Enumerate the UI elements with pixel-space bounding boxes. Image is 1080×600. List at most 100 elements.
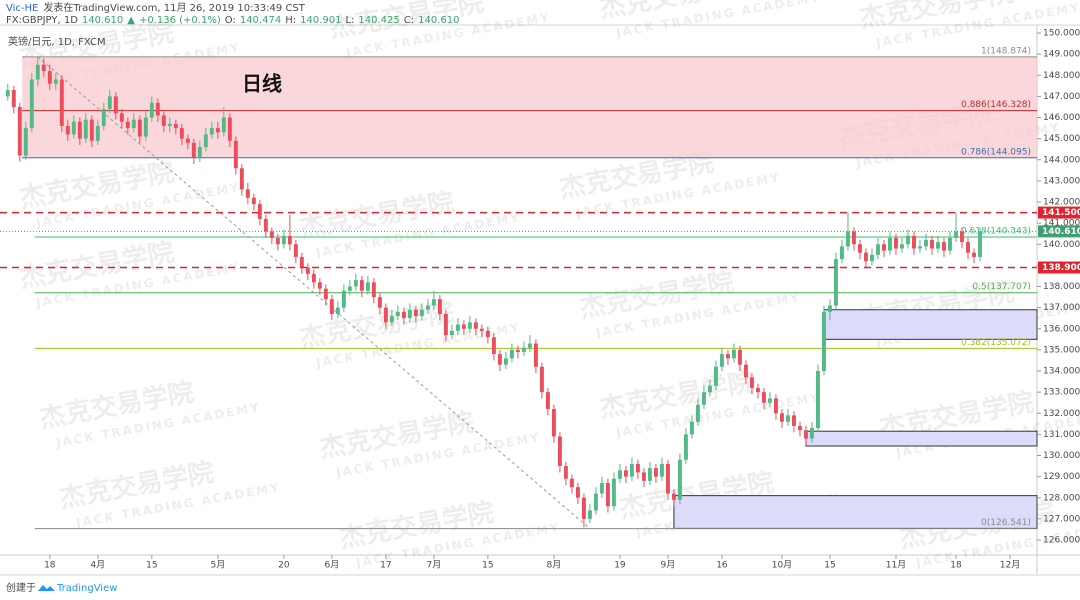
quote-part: 140.901 <box>300 15 341 26</box>
candle-body <box>846 231 850 247</box>
candle-body <box>257 204 262 219</box>
zone <box>673 495 1038 529</box>
candle-body <box>804 430 808 439</box>
candle-body <box>503 358 508 365</box>
candle-body <box>239 168 244 190</box>
candle-body <box>65 125 70 135</box>
candle-body <box>209 128 214 135</box>
candle-body <box>701 392 706 405</box>
candle-body <box>215 128 220 133</box>
price-tag-label: 140.610 <box>1042 227 1080 237</box>
candle-body <box>479 328 484 331</box>
fib-zone <box>22 56 1037 158</box>
candle-body <box>407 309 412 319</box>
candle-body <box>263 218 268 232</box>
candle-body <box>143 117 148 137</box>
candle-body <box>455 324 460 331</box>
y-tick-label: 141.000 <box>1043 219 1080 229</box>
candle-body <box>569 478 574 488</box>
candle-body <box>23 128 28 156</box>
footer-brand[interactable]: TradingView <box>56 583 117 594</box>
candle-body <box>581 497 586 519</box>
candle-body <box>930 240 934 249</box>
candle-body <box>900 244 904 249</box>
candle-body <box>77 121 82 139</box>
candle-body <box>942 242 946 251</box>
x-tick-label: 11月 <box>886 560 906 571</box>
candle-body <box>683 434 688 460</box>
candle-body <box>749 377 754 388</box>
candle-body <box>780 413 784 422</box>
candle-body <box>617 470 622 479</box>
candle-body <box>53 79 58 84</box>
candle-body <box>593 493 598 511</box>
candle-body <box>665 463 670 494</box>
candle-body <box>245 189 250 198</box>
candle-body <box>533 343 538 367</box>
fib-label: 0.382(135.072) <box>961 338 1031 348</box>
candle-body <box>119 113 124 122</box>
plot-area: 1(148.874) 0.886(146.328) 0.786(144.095) 0.… <box>0 46 1038 530</box>
quote-part: L: <box>345 15 354 26</box>
x-tick-label: 18 <box>44 561 56 571</box>
x-tick-label: 12月 <box>1000 560 1020 571</box>
candle-body <box>677 459 682 500</box>
candle-body <box>431 299 436 306</box>
candle-body <box>978 231 982 257</box>
y-tick-label: 126.000 <box>1043 536 1080 546</box>
candle-body <box>834 259 838 306</box>
candle-body <box>894 237 898 249</box>
y-tick-label: 142.000 <box>1043 198 1080 208</box>
published: 发表在TradingView.com, 11月 26, 2019 10:33:4… <box>43 1 305 14</box>
candle-body <box>149 102 154 118</box>
candle-body <box>413 309 418 317</box>
candle-body <box>743 364 748 378</box>
candle-body <box>449 330 454 336</box>
candle-body <box>137 119 142 137</box>
candle-body <box>101 109 106 126</box>
x-tick-label: 5月 <box>210 560 225 571</box>
candle-body <box>203 134 208 148</box>
x-tick-label: 7月 <box>427 560 442 571</box>
candle-body <box>918 246 922 249</box>
candle-body <box>912 235 916 249</box>
x-tick-label: 17 <box>380 561 391 571</box>
x-tick-label: 15 <box>146 561 157 571</box>
fib-label: 0.786(144.095) <box>961 147 1031 157</box>
candle-body <box>689 421 694 435</box>
x-tick-label: 15 <box>824 561 835 571</box>
candle-body <box>641 472 646 481</box>
candle-body <box>59 79 64 126</box>
candle-body <box>882 244 886 251</box>
candle-body <box>521 347 526 352</box>
price-tag <box>1038 225 1080 238</box>
candle-body <box>347 286 352 291</box>
price-tag <box>1038 206 1080 219</box>
candle-body <box>798 425 802 431</box>
candle-body <box>924 240 928 247</box>
quote-part: +0.136 (+0.1%) <box>139 15 221 26</box>
x-tick-label: 16 <box>716 561 728 571</box>
candle-body <box>377 297 382 308</box>
candle-body <box>707 385 712 393</box>
candle-body <box>575 487 580 498</box>
quote-part: 140.425 <box>358 15 399 26</box>
candle-body <box>948 237 952 251</box>
y-tick-label: 150.000 <box>1043 29 1080 39</box>
candle-body <box>773 398 778 414</box>
x-tick-label: 8月 <box>547 560 562 571</box>
candle-body <box>35 64 40 80</box>
candle-body <box>599 482 604 494</box>
y-tick-label: 134.000 <box>1043 367 1080 377</box>
candle-body <box>89 119 94 141</box>
candle-body <box>515 349 520 352</box>
x-tick-label: 10月 <box>772 560 792 571</box>
candle-body <box>419 309 424 317</box>
y-tick-label: 128.000 <box>1043 493 1080 503</box>
candle-body <box>125 121 130 129</box>
y-tick-label: 146.000 <box>1043 113 1080 123</box>
candle-body <box>161 115 166 126</box>
candle-body <box>47 71 52 84</box>
candle-body <box>816 371 820 429</box>
candle-body <box>731 349 736 359</box>
